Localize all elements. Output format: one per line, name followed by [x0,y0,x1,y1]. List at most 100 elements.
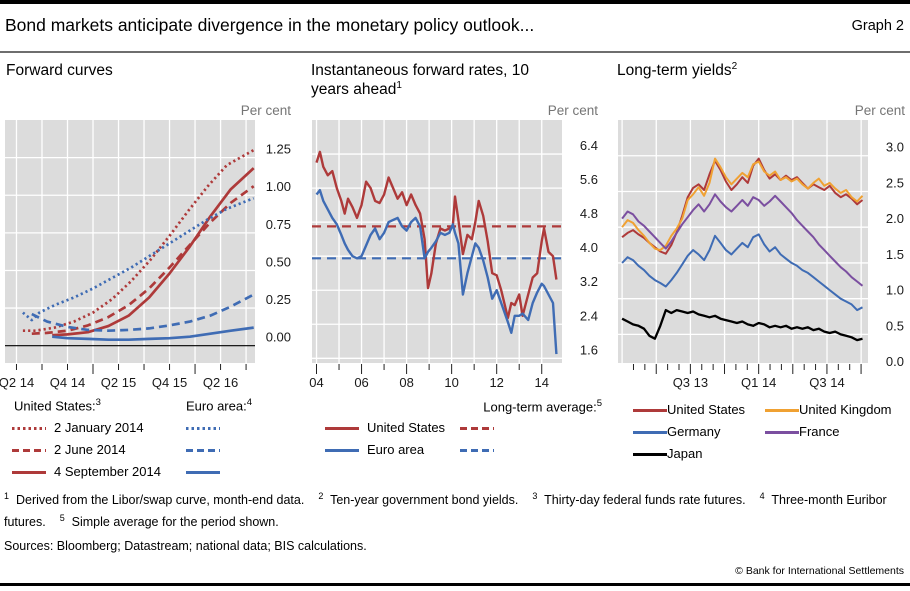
uk-line-sample [765,409,799,412]
panel-title-text: Forward curves [6,62,113,80]
footnote-sup: 3 [532,491,538,501]
footnote-5: 5 Simple average for the period shown. [59,512,279,529]
page-title: Bond markets anticipate divergence in th… [5,15,535,35]
svg-text:2.5: 2.5 [886,175,904,190]
svg-text:08: 08 [399,375,413,390]
unit-label-panel3: Per cent [854,103,905,118]
legend-label: United States [367,420,446,435]
legend-row-2-june: 2 June 2014 [10,441,305,463]
svg-text:5.6: 5.6 [580,172,598,187]
footnote-4: 4 Three-month Euribor futures. [4,491,887,529]
forward-rates-chart: 1.6 2.4 3.2 4.0 4.8 5.6 6.4 04 06 08 10 12 14 [309,120,598,390]
legend-row-germany-france: Germany France [618,423,910,445]
footnote-1: 1 Derived from the Libor/swap curve, mon… [4,491,305,508]
panel-title-long-term-yields: Long-term yields2 [617,61,877,81]
us-solid-line-sample [325,427,359,430]
japan-line-sample [633,453,667,456]
panel-title-text: Long-term yields [617,62,732,80]
footnote-3: 3 Thirty-day federal funds rate futures. [532,491,746,508]
legend-header-long-term-average: Long-term average:5 [483,398,602,414]
euro-dashed-line-sample [186,449,220,452]
legend-label: United States [667,402,746,417]
svg-text:10: 10 [444,375,458,390]
legend-header-euro-area: Euro area:4 [186,397,252,413]
euro-solid-line-sample [325,449,359,452]
panel-title-forward-rates: Instantaneous forward rates, 10 years ah… [311,61,563,100]
svg-text:3.0: 3.0 [886,140,904,155]
legend-header-text: Euro area: [186,398,247,414]
us-solid-line-sample [12,471,46,474]
graph-number-label: Graph 2 [851,18,904,34]
legend-label: Euro area [367,442,425,457]
svg-text:Q2 15: Q2 15 [101,375,136,390]
svg-text:06: 06 [354,375,368,390]
svg-text:4.0: 4.0 [580,240,598,255]
footnotes: 1 Derived from the Libor/swap curve, mon… [4,489,908,532]
svg-text:4.8: 4.8 [580,206,598,221]
svg-text:12: 12 [489,375,503,390]
svg-text:0.0: 0.0 [886,354,904,369]
svg-text:Q2 14: Q2 14 [0,375,34,390]
footnote-text: Thirty-day federal funds rate futures. [544,493,746,508]
panel-title-forward-curves: Forward curves [6,61,266,81]
legend-label: Germany [667,424,721,439]
legend-row-4-september: 4 September 2014 [10,463,305,485]
legend-label: France [799,424,840,439]
svg-text:3.2: 3.2 [580,274,598,289]
svg-text:1.25: 1.25 [266,142,291,157]
svg-text:2.4: 2.4 [580,308,598,323]
france-line-sample [765,431,799,434]
svg-text:04: 04 [309,375,323,390]
footnote-2: 2 Ten-year government bond yields. [318,491,519,508]
legend-header-united-states: United States:3 [14,397,101,413]
footnote-text: Simple average for the period shown. [71,514,279,529]
legend-row-us-uk: United States United Kingdom [618,401,910,423]
svg-text:1.0: 1.0 [886,283,904,298]
legend-header-text: Long-term average: [483,399,597,415]
footnote-text: Derived from the Libor/swap curve, month… [15,493,305,508]
panel-title-sup: 2 [731,61,738,72]
unit-label-panel1: Per cent [240,103,291,118]
legend-row-euro-area: Euro area [312,441,602,463]
footnote-text: Three-month Euribor futures. [4,493,887,529]
legend-label: 4 September 2014 [54,464,161,479]
svg-text:0.00: 0.00 [266,330,291,345]
us-dashed-line-sample [12,449,46,452]
svg-text:14: 14 [534,375,548,390]
panel-title-text: Instantaneous forward rates, 10 years ah… [311,62,529,99]
long-term-yields-legend: United States United Kingdom Germany Fra… [618,401,910,467]
legend-label: Japan [667,446,703,461]
legend-label: 2 January 2014 [54,420,144,435]
panel-title-sup: 1 [396,80,402,92]
unit-label-panel2: Per cent [547,103,598,118]
svg-text:1.6: 1.6 [580,342,598,357]
us-dotted-line-sample [12,427,46,430]
forward-curves-chart: 0.00 0.25 0.50 0.75 1.00 1.25 Q2 14 Q4 14 Q2 15 Q… [0,120,291,390]
svg-text:0.5: 0.5 [886,318,904,333]
svg-text:Q3 13: Q3 13 [673,375,708,390]
legend-label: 2 June 2014 [54,442,126,457]
svg-text:2.0: 2.0 [886,211,904,226]
us-average-dashed-sample [460,427,494,430]
svg-text:1.5: 1.5 [886,247,904,262]
footnote-sup: 5 [59,512,65,523]
svg-text:Q2 16: Q2 16 [203,375,238,390]
svg-text:Q3 14: Q3 14 [809,375,844,390]
svg-text:Q4 15: Q4 15 [152,375,187,390]
sources-line: Sources: Bloomberg; Datastream; national… [4,539,367,553]
legend-label: United Kingdom [799,402,892,417]
top-rule [0,0,910,4]
footnote-text: Ten-year government bond yields. [330,493,519,508]
long-term-yields-chart: 0.0 0.5 1.0 1.5 2.0 2.5 3.0 Q3 13 Q1 14 Q3 14 [618,120,904,390]
footnote-ref: 5 [596,398,602,409]
footnote-ref: 4 [246,397,252,408]
legend-header-text: United States: [14,398,96,414]
footnote-sup: 1 [4,491,10,501]
bottom-rule [0,583,910,586]
us-line-sample [633,409,667,412]
footnote-sup: 4 [759,491,765,501]
svg-text:0.50: 0.50 [266,254,291,269]
copyright-notice: © Bank for International Settlements [735,565,904,577]
header-divider [0,51,910,53]
